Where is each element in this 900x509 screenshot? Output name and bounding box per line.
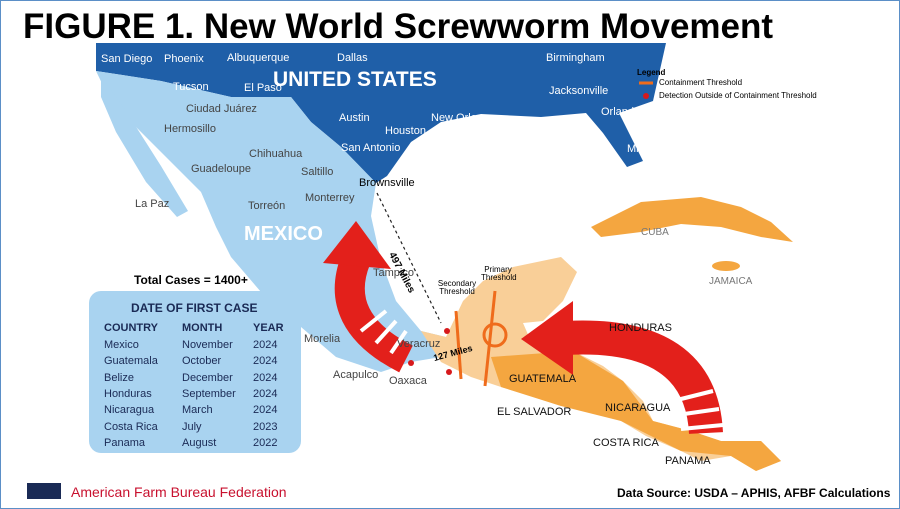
city-label: Miami <box>627 143 657 155</box>
country-label: NICARAGUA <box>605 402 671 414</box>
legend-item: Detection Outside of Containment Thresho… <box>659 91 817 100</box>
primary-threshold <box>482 322 508 348</box>
primary-threshold-line <box>483 290 497 387</box>
threshold-label: Secondary Threshold <box>437 279 477 296</box>
table-cell: Guatemala <box>104 355 158 368</box>
footer-source: Data Source: USDA – APHIS, AFBF Calculat… <box>617 486 891 500</box>
arrow-stripes <box>672 389 724 431</box>
table-cell: Honduras <box>104 387 152 400</box>
table-cell: October <box>182 355 222 368</box>
country-label: EL SALVADOR <box>497 406 572 418</box>
city-label: El Paso <box>244 82 282 94</box>
city-label: San Antonio <box>341 142 401 154</box>
cuba <box>591 197 793 242</box>
detection-point <box>408 360 414 366</box>
table-cell: Nicaragua <box>104 404 155 417</box>
city-label: Tucson <box>173 81 209 93</box>
table-cell: 2024 <box>253 371 278 384</box>
table-cell: September <box>182 387 236 400</box>
case-table <box>89 291 301 453</box>
city-label: Ciudad Juárez <box>186 103 257 115</box>
city-label: Veracruz <box>397 338 441 350</box>
city-label: Birmingham <box>546 52 605 64</box>
united-states <box>96 43 666 183</box>
secondary-threshold <box>454 310 463 380</box>
detection-point <box>444 328 450 334</box>
central-america <box>421 257 781 471</box>
city-label: Orlando <box>601 106 641 118</box>
table-cell: August <box>182 436 217 449</box>
table-cell: December <box>182 371 233 384</box>
country-label: CUBA <box>641 227 669 238</box>
legend-item: Containment Threshold <box>659 78 743 87</box>
legend-title: Legend <box>637 68 666 77</box>
city-label: Hermosillo <box>164 123 216 135</box>
city-label: Saltillo <box>301 166 334 178</box>
city-label: Houston <box>385 125 426 137</box>
table-header: MONTH <box>182 322 223 334</box>
country-label: PANAMA <box>665 455 711 467</box>
country-label: MEXICO <box>244 223 323 245</box>
city-label: La Paz <box>135 198 170 210</box>
table-cell: Mexico <box>104 339 139 351</box>
city-label: Morelia <box>304 333 341 345</box>
city-label: Jacksonville <box>549 85 609 97</box>
city-label: Oaxaca <box>389 375 427 387</box>
table-cell: Costa Rica <box>104 420 158 433</box>
logo <box>27 483 61 499</box>
arrow-stripes <box>359 309 408 355</box>
threshold-label: Primary Threshold <box>481 265 517 282</box>
table-cell: Belize <box>104 371 134 384</box>
table-cell: 2024 <box>253 355 278 368</box>
country-label: UNITED STATES <box>273 68 437 91</box>
table-cell: 2022 <box>253 436 278 449</box>
footer-org: American Farm Bureau Federation <box>71 484 287 500</box>
city-label: Austin <box>339 112 370 124</box>
city-label: Monterrey <box>305 192 355 204</box>
city-label: Albuquerque <box>227 52 290 64</box>
city-label: San Diego <box>101 53 153 65</box>
table-header: YEAR <box>253 322 284 334</box>
city-label: Dallas <box>337 52 368 64</box>
detection-point <box>446 369 452 375</box>
city-label: Chihuahua <box>249 148 303 160</box>
city-label: Guadeloupe <box>191 163 251 175</box>
country-label: GUATEMALA <box>509 373 577 385</box>
city-label: Acapulco <box>333 369 379 381</box>
city-label: Brownsville <box>359 177 415 189</box>
spread-arrow-north-head <box>323 221 391 269</box>
city-label: Tampico <box>373 267 414 279</box>
table-cell: November <box>182 339 233 351</box>
distance-line <box>376 192 442 324</box>
country-label: HONDURAS <box>609 322 672 334</box>
table-cell: 2024 <box>253 387 278 400</box>
baja-california <box>101 76 188 217</box>
country-label: COSTA RICA <box>593 437 659 449</box>
legend-swatch-dot <box>643 93 649 99</box>
spread-arrow-west-head <box>521 301 573 375</box>
table-title: DATE OF FIRST CASE <box>131 301 258 315</box>
table-cell: 2024 <box>253 404 278 417</box>
table-header: COUNTRY <box>104 322 158 334</box>
jamaica <box>712 261 740 271</box>
title: FIGURE 1. New World Screwworm Movement <box>23 7 774 46</box>
city-label: Phoenix <box>164 53 204 65</box>
table-cell: March <box>182 404 213 417</box>
southern-central-america <box>491 351 781 471</box>
city-label: Torreón <box>248 200 286 212</box>
table-cell: July <box>182 420 202 433</box>
city-label: New Orleans <box>431 112 495 124</box>
table-cell: 2023 <box>253 420 278 433</box>
table-cell: Panama <box>104 436 145 449</box>
table-cell: 2024 <box>253 339 278 351</box>
country-label: JAMAICA <box>709 276 753 287</box>
total-cases: Total Cases = 1400+ <box>134 273 248 287</box>
